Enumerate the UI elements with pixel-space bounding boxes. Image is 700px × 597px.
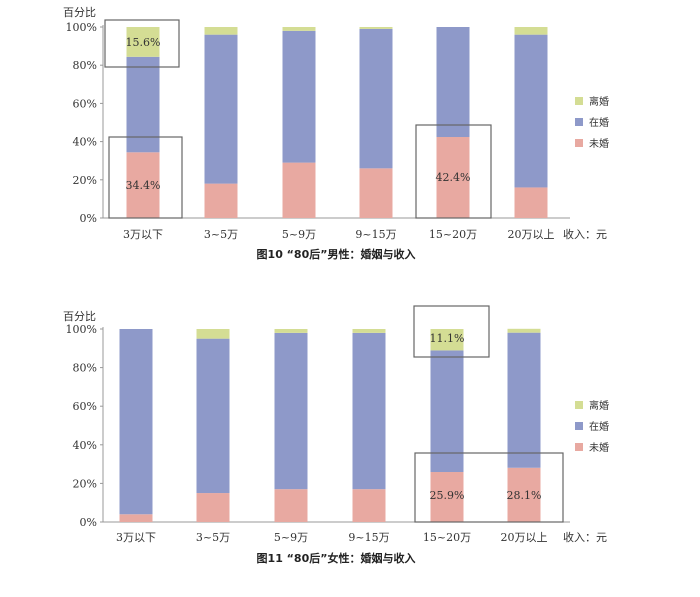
x-tick-label: 15~20万: [423, 531, 471, 544]
data-label: 11.1%: [430, 332, 465, 345]
highlight-box: [104, 19, 180, 68]
y-tick-label: 60%: [73, 97, 97, 110]
bar-segment: [436, 27, 470, 138]
y-tick-label: 80%: [73, 59, 97, 72]
highlight-box: [413, 305, 490, 358]
x-tick-label: 3万以下: [116, 531, 156, 544]
x-tick-label: 20万以上: [508, 228, 555, 241]
data-label: 28.1%: [507, 489, 542, 502]
x-axis-label: 收入：元: [563, 227, 607, 241]
bar-segment: [274, 329, 308, 333]
bar-segment: [430, 329, 464, 351]
legend-swatch: [575, 118, 583, 126]
bar-segment: [514, 27, 548, 35]
bar-segment: [514, 187, 548, 218]
legend-label: 在婚: [589, 116, 609, 129]
x-axis-label: 收入：元: [563, 530, 607, 544]
legend-swatch: [575, 422, 583, 430]
legend-swatch: [575, 97, 583, 105]
chart-caption: 图10 “80后”男性：婚姻与收入: [257, 247, 416, 261]
bar-segment: [126, 27, 160, 57]
bar-segment: [119, 329, 153, 515]
bar-segment: [507, 328, 541, 333]
bar-segment: [204, 34, 238, 184]
legend-label: 离婚: [589, 95, 609, 108]
bar-segment: [196, 329, 230, 339]
bar-segment: [126, 152, 160, 218]
bar-segment: [507, 467, 541, 522]
y-tick-label: 100%: [66, 323, 97, 336]
x-tick-label: 3万以下: [123, 228, 163, 241]
x-tick-label: 3~5万: [196, 531, 230, 544]
legend-swatch: [575, 443, 583, 451]
y-tick-label: 20%: [73, 477, 97, 490]
bar-segment: [274, 332, 308, 490]
bar-segment: [196, 493, 230, 522]
y-tick-label: 0%: [80, 212, 97, 225]
x-tick-label: 20万以上: [501, 531, 548, 544]
y-tick-label: 0%: [80, 516, 97, 529]
bar-segment: [514, 34, 548, 188]
y-tick-label: 40%: [73, 136, 97, 149]
legend-label: 在婚: [589, 420, 609, 433]
data-label: 34.4%: [126, 179, 161, 192]
x-tick-label: 9~15万: [355, 228, 396, 241]
chart-1: 百分比 0% 20% 40% 60% 80% 100% 3万以下 3~5万 5~9万 9~15万 15…: [63, 6, 609, 261]
legend-label: 未婚: [589, 441, 609, 454]
bar-segment: [204, 183, 238, 218]
bar-segment: [274, 489, 308, 522]
bar-segment: [119, 514, 153, 522]
data-label: 15.6%: [126, 36, 161, 49]
legend-swatch: [575, 139, 583, 147]
x-tick-label: 3~5万: [204, 228, 238, 241]
legend-swatch: [575, 401, 583, 409]
y-tick-label: 80%: [73, 362, 97, 375]
bar-segment: [430, 350, 464, 473]
bar-segment: [282, 27, 316, 31]
bar-segment: [430, 472, 464, 522]
bar-segment: [359, 28, 393, 169]
data-label: 42.4%: [436, 171, 471, 184]
highlight-box: [414, 452, 564, 523]
bar-segment: [352, 332, 386, 490]
bar-segment: [204, 27, 238, 35]
bar-segment: [282, 30, 316, 163]
bar-segment: [352, 329, 386, 333]
bar-segment: [436, 137, 470, 218]
x-tick-label: 5~9万: [282, 228, 316, 241]
legend-label: 离婚: [589, 399, 609, 412]
x-tick-label: 5~9万: [274, 531, 308, 544]
legend-label: 未婚: [589, 137, 609, 150]
x-tick-label: 9~15万: [348, 531, 389, 544]
y-tick-label: 60%: [73, 400, 97, 413]
bar-segment: [282, 162, 316, 218]
y-axis-label: 百分比: [63, 6, 96, 19]
bar-segment: [359, 168, 393, 218]
bar-segment: [126, 56, 160, 153]
y-axis-label: 百分比: [63, 310, 96, 323]
bar-segment: [507, 332, 541, 468]
chart-caption: 图11 “80后”女性：婚姻与收入: [257, 551, 416, 565]
data-label: 25.9%: [430, 489, 465, 502]
y-tick-label: 100%: [66, 21, 97, 34]
bar-segment: [196, 338, 230, 494]
highlight-box: [108, 136, 183, 219]
y-tick-label: 40%: [73, 439, 97, 452]
chart-2: 百分比 0% 20% 40% 60% 80% 100% 3万以下 3~5万 5~9万 9~15万 15…: [63, 305, 609, 565]
x-tick-label: 15~20万: [429, 228, 477, 241]
bar-segment: [352, 489, 386, 522]
y-tick-label: 20%: [73, 174, 97, 187]
bar-segment: [359, 27, 393, 29]
highlight-box: [415, 124, 492, 219]
